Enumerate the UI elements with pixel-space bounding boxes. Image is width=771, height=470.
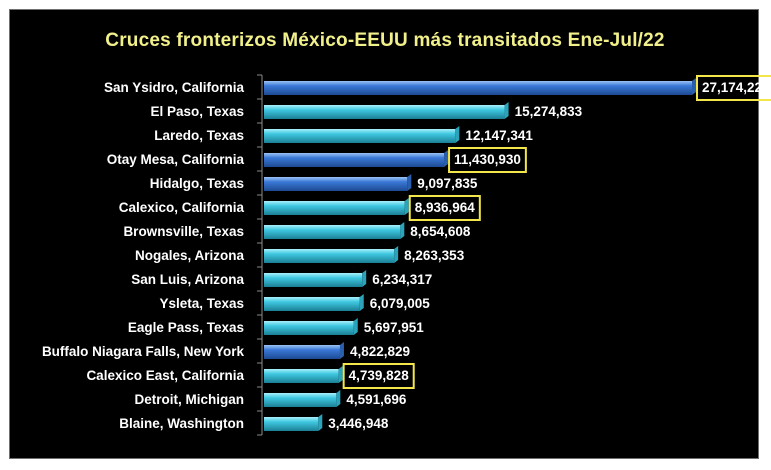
category-label: Hidalgo, Texas bbox=[150, 176, 244, 191]
category-label: San Ysidro, California bbox=[104, 80, 245, 95]
bar bbox=[264, 321, 354, 335]
data-label: 6,079,005 bbox=[370, 296, 431, 311]
bar-cap bbox=[504, 102, 509, 119]
data-label: 8,263,353 bbox=[404, 248, 465, 263]
bar-cap bbox=[455, 126, 460, 143]
category-label: Brownsville, Texas bbox=[123, 224, 244, 239]
bar bbox=[264, 81, 692, 95]
category-label: Otay Mesa, California bbox=[107, 152, 245, 167]
bar-cap bbox=[353, 318, 358, 335]
bar bbox=[264, 417, 319, 431]
bar-cap bbox=[336, 390, 341, 407]
bar-cap bbox=[359, 294, 364, 311]
category-label: Eagle Pass, Texas bbox=[128, 320, 244, 335]
bar bbox=[264, 273, 363, 287]
data-label: 6,234,317 bbox=[372, 272, 432, 287]
data-label: 5,697,951 bbox=[364, 320, 425, 335]
category-label: Buffalo Niagara Falls, New York bbox=[42, 344, 245, 359]
data-label: 8,654,608 bbox=[410, 224, 471, 239]
category-label: Detroit, Michigan bbox=[134, 392, 244, 407]
bar bbox=[264, 177, 408, 191]
data-label: 4,591,696 bbox=[346, 392, 407, 407]
bar bbox=[264, 225, 401, 239]
bar bbox=[264, 297, 360, 311]
bar-cap bbox=[692, 78, 696, 95]
bar bbox=[264, 369, 339, 383]
category-label: Laredo, Texas bbox=[154, 128, 244, 143]
bar bbox=[264, 129, 456, 143]
category-label: Nogales, Arizona bbox=[135, 248, 245, 263]
bar bbox=[264, 201, 405, 215]
bar-cap bbox=[318, 414, 323, 431]
category-label: El Paso, Texas bbox=[150, 104, 244, 119]
category-label: Calexico East, California bbox=[86, 368, 244, 383]
bar bbox=[264, 393, 337, 407]
data-label: 12,147,341 bbox=[465, 128, 533, 143]
bar-cap bbox=[404, 198, 409, 215]
highlight-box bbox=[448, 147, 527, 173]
bar-cap bbox=[394, 246, 399, 263]
category-label: Ysleta, Texas bbox=[159, 296, 244, 311]
bar-cap bbox=[338, 366, 343, 383]
bar bbox=[264, 153, 445, 167]
highlight-box bbox=[696, 75, 771, 101]
bar bbox=[264, 249, 395, 263]
category-label: San Luis, Arizona bbox=[131, 272, 244, 287]
data-label: 9,097,835 bbox=[417, 176, 478, 191]
bar-cap bbox=[407, 174, 412, 191]
category-label: Blaine, Washington bbox=[119, 416, 244, 431]
bar-cap bbox=[400, 222, 405, 239]
data-label: 3,446,948 bbox=[328, 416, 389, 431]
data-label: 8,936,964 bbox=[415, 200, 476, 215]
bar bbox=[264, 345, 340, 359]
bar-cap bbox=[444, 150, 449, 167]
chart-title: Cruces fronterizos México-EEUU más trans… bbox=[105, 30, 665, 51]
bar-cap bbox=[339, 342, 344, 359]
bar bbox=[264, 105, 505, 119]
bar-cap bbox=[362, 270, 367, 287]
data-label: 4,739,828 bbox=[349, 368, 410, 383]
data-label: 15,274,833 bbox=[515, 104, 583, 119]
data-label: 27,174,220 bbox=[702, 80, 770, 95]
category-label: Calexico, California bbox=[119, 200, 245, 215]
data-label: 11,430,930 bbox=[454, 152, 521, 167]
highlight-box bbox=[342, 363, 415, 389]
highlight-box bbox=[408, 195, 481, 221]
data-label: 4,822,829 bbox=[350, 344, 410, 359]
